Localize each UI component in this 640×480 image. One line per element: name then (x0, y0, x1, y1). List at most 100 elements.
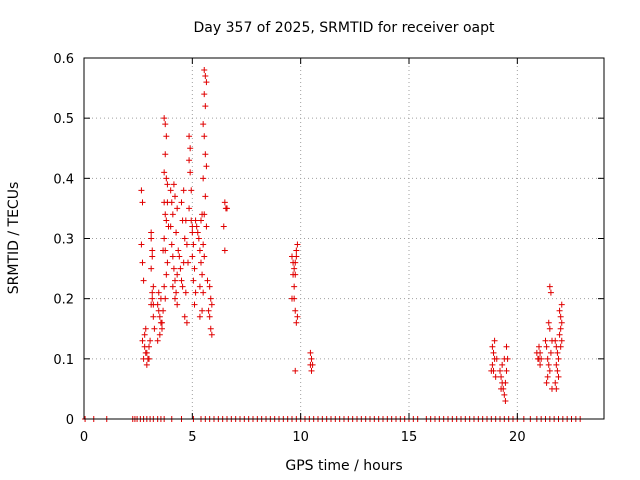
data-point (537, 349, 544, 356)
data-point (186, 133, 193, 140)
data-point (546, 325, 553, 332)
data-point (202, 193, 209, 200)
data-point (201, 91, 208, 98)
data-point (196, 283, 203, 290)
y-axis-label: SRMTID / TECUs (6, 182, 22, 295)
data-point (546, 367, 553, 374)
data-point (552, 379, 559, 386)
data-point (170, 265, 177, 272)
data-point (294, 313, 301, 320)
data-point (220, 223, 227, 230)
data-point (290, 271, 297, 278)
data-point (190, 277, 197, 284)
data-point (174, 301, 181, 308)
data-point (168, 199, 175, 206)
data-point (503, 343, 510, 350)
data-point (537, 361, 544, 368)
data-point (221, 247, 228, 254)
data-point (488, 367, 495, 374)
data-point (308, 367, 315, 374)
data-point (221, 199, 228, 206)
data-point (186, 205, 193, 212)
data-point (291, 283, 298, 290)
data-point (164, 259, 171, 266)
data-point (148, 229, 155, 236)
data-point (198, 259, 204, 266)
data-point (161, 115, 168, 122)
data-point (291, 265, 298, 272)
y-tick-label: 0.5 (53, 112, 74, 127)
data-point (180, 187, 187, 194)
data-point (149, 253, 156, 260)
data-point (167, 223, 174, 230)
data-point (201, 253, 208, 260)
data-point (162, 211, 169, 218)
data-point (178, 199, 185, 206)
data-point (307, 349, 314, 356)
data-point (206, 313, 213, 320)
grid-layer (84, 58, 604, 419)
data-point (186, 157, 193, 164)
data-point (498, 373, 505, 380)
data-point (501, 391, 508, 398)
data-point (173, 289, 180, 296)
axes-layer: 0 0.1 0.2 0.3 0.4 0.5 0.6 0 5 10 15 20 (53, 52, 605, 445)
data-point (489, 361, 496, 368)
data-point (193, 223, 200, 230)
data-point (160, 247, 167, 254)
data-point (183, 241, 190, 248)
data-point (502, 379, 509, 386)
data-point (150, 313, 157, 320)
data-point (154, 301, 161, 308)
data-point (195, 235, 202, 242)
y-tick-label: 0.4 (53, 172, 74, 187)
data-point (183, 319, 190, 326)
data-point (191, 265, 198, 272)
data-point (189, 229, 196, 236)
data-point (148, 265, 155, 272)
data-point (293, 253, 300, 260)
data-point (181, 235, 188, 242)
data-point (289, 295, 295, 302)
data-point (162, 295, 169, 302)
x-tick-label: 20 (509, 430, 526, 445)
data-point (200, 289, 207, 296)
data-point (164, 181, 171, 188)
data-point (150, 283, 157, 290)
data-point (161, 283, 168, 290)
data-point (162, 151, 169, 158)
y-tick-label: 0.6 (53, 52, 74, 67)
data-point (202, 151, 209, 158)
data-point (149, 289, 156, 296)
data-point (189, 253, 196, 260)
data-point (201, 133, 208, 140)
data-point (203, 163, 210, 170)
data-point (159, 325, 165, 332)
data-point (148, 235, 155, 242)
data-point (307, 361, 314, 368)
data-point (169, 283, 176, 290)
data-point (174, 271, 181, 278)
data-point (146, 355, 152, 362)
data-point (206, 283, 213, 290)
data-point (501, 355, 508, 362)
data-point (182, 217, 189, 224)
data-point (163, 271, 170, 278)
data-point (545, 319, 552, 326)
data-point (558, 319, 565, 326)
data-point (188, 187, 195, 194)
x-axis-label: GPS time / hours (285, 458, 402, 474)
data-point (558, 337, 565, 344)
data-point (547, 289, 554, 296)
data-point (553, 385, 560, 392)
data-point (192, 289, 199, 296)
data-point (169, 253, 176, 260)
data-point (205, 307, 212, 314)
data-point (536, 343, 542, 350)
data-point (159, 319, 165, 326)
data-point (160, 307, 167, 314)
data-point (224, 205, 230, 212)
data-point (554, 367, 561, 374)
data-point (556, 307, 563, 314)
